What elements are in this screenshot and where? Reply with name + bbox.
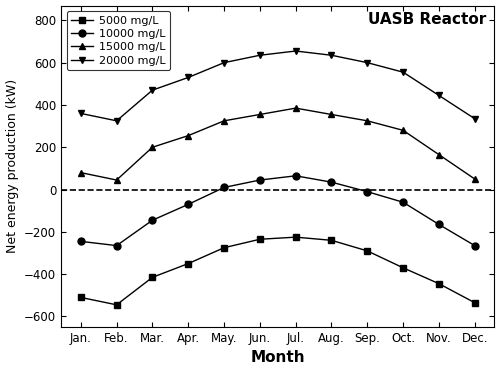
10000 mg/L bbox=[150, 218, 156, 223]
20000 mg/L bbox=[364, 60, 370, 65]
10000 mg/L bbox=[221, 185, 227, 190]
20000 mg/L bbox=[292, 49, 298, 53]
10000 mg/L bbox=[436, 222, 442, 227]
20000 mg/L bbox=[114, 119, 119, 123]
Text: UASB Reactor: UASB Reactor bbox=[368, 12, 486, 27]
10000 mg/L bbox=[185, 202, 191, 207]
5000 mg/L bbox=[328, 238, 334, 243]
20000 mg/L bbox=[436, 93, 442, 98]
10000 mg/L bbox=[292, 174, 298, 178]
15000 mg/L bbox=[436, 152, 442, 157]
5000 mg/L bbox=[150, 275, 156, 280]
15000 mg/L bbox=[328, 112, 334, 117]
Line: 10000 mg/L: 10000 mg/L bbox=[78, 173, 478, 249]
15000 mg/L bbox=[292, 106, 298, 110]
5000 mg/L bbox=[114, 303, 119, 307]
5000 mg/L bbox=[472, 301, 478, 305]
5000 mg/L bbox=[185, 261, 191, 266]
10000 mg/L bbox=[257, 178, 263, 182]
10000 mg/L bbox=[472, 243, 478, 248]
5000 mg/L bbox=[436, 282, 442, 286]
20000 mg/L bbox=[400, 70, 406, 75]
Y-axis label: Net energy production (kW): Net energy production (kW) bbox=[6, 79, 18, 253]
15000 mg/L bbox=[185, 134, 191, 138]
15000 mg/L bbox=[472, 177, 478, 181]
15000 mg/L bbox=[364, 119, 370, 123]
20000 mg/L bbox=[257, 53, 263, 58]
5000 mg/L bbox=[364, 249, 370, 253]
20000 mg/L bbox=[328, 53, 334, 58]
15000 mg/L bbox=[78, 170, 84, 175]
15000 mg/L bbox=[400, 128, 406, 132]
Line: 20000 mg/L: 20000 mg/L bbox=[78, 47, 478, 124]
15000 mg/L bbox=[221, 119, 227, 123]
20000 mg/L bbox=[185, 75, 191, 80]
20000 mg/L bbox=[472, 116, 478, 121]
15000 mg/L bbox=[114, 178, 119, 182]
10000 mg/L bbox=[400, 200, 406, 204]
Line: 5000 mg/L: 5000 mg/L bbox=[78, 234, 478, 308]
20000 mg/L bbox=[221, 60, 227, 65]
10000 mg/L bbox=[114, 243, 119, 248]
5000 mg/L bbox=[221, 246, 227, 250]
20000 mg/L bbox=[150, 88, 156, 92]
20000 mg/L bbox=[78, 111, 84, 116]
10000 mg/L bbox=[78, 239, 84, 244]
5000 mg/L bbox=[400, 266, 406, 270]
5000 mg/L bbox=[292, 235, 298, 239]
5000 mg/L bbox=[257, 237, 263, 242]
X-axis label: Month: Month bbox=[250, 351, 305, 365]
15000 mg/L bbox=[150, 145, 156, 150]
15000 mg/L bbox=[257, 112, 263, 117]
5000 mg/L bbox=[78, 295, 84, 300]
Line: 15000 mg/L: 15000 mg/L bbox=[78, 105, 478, 184]
10000 mg/L bbox=[328, 180, 334, 184]
Legend: 5000 mg/L, 10000 mg/L, 15000 mg/L, 20000 mg/L: 5000 mg/L, 10000 mg/L, 15000 mg/L, 20000… bbox=[66, 11, 170, 70]
10000 mg/L bbox=[364, 190, 370, 194]
